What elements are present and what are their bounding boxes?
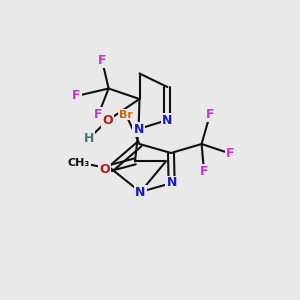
Text: F: F	[206, 108, 214, 121]
Text: N: N	[134, 122, 144, 136]
Text: N: N	[135, 185, 146, 199]
Text: O: O	[102, 114, 113, 127]
Text: N: N	[167, 176, 177, 190]
Text: H: H	[84, 132, 94, 145]
Text: F: F	[200, 165, 208, 178]
Text: O: O	[99, 163, 110, 176]
Text: F: F	[94, 108, 103, 121]
Text: F: F	[98, 53, 106, 67]
Text: N: N	[162, 113, 172, 127]
Text: F: F	[72, 89, 81, 103]
Text: F: F	[226, 147, 235, 160]
Text: Br: Br	[119, 110, 133, 120]
Text: CH₃: CH₃	[68, 158, 90, 168]
